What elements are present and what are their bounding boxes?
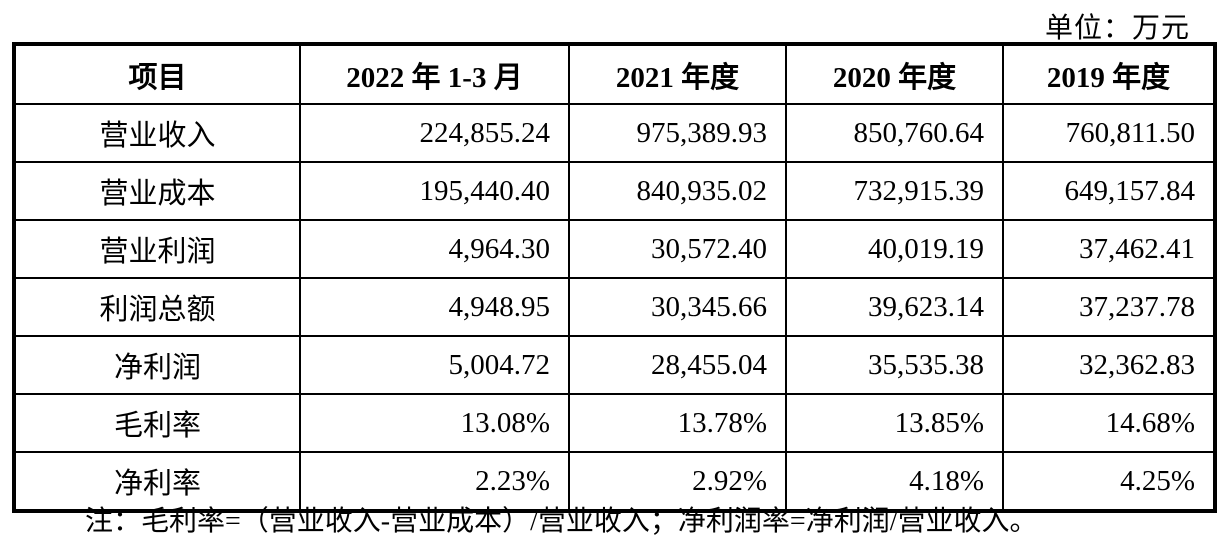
footnote: 注：毛利率=（营业收入-营业成本）/营业收入；净利润率=净利润/营业收入。 [85,506,1038,537]
table-row: 净利率 2.23% 2.92% 4.18% 4.25% [13,451,1216,512]
cell-value: 32,362.83 [1002,335,1216,395]
cell-value: 4,964.30 [299,219,570,279]
cell-value: 850,760.64 [785,103,1004,163]
column-header-2020: 2020 年度 [785,43,1004,105]
row-label: 营业收入 [13,103,301,163]
table-row: 营业收入 224,855.24 975,389.93 850,760.64 76… [13,103,1216,163]
cell-value: 975,389.93 [568,103,787,163]
cell-value: 37,462.41 [1002,219,1216,279]
row-label: 净利率 [13,451,301,512]
unit-label: 单位：万元 [1044,13,1190,44]
table-row: 营业利润 4,964.30 30,572.40 40,019.19 37,462… [13,219,1216,279]
row-label: 营业利润 [13,219,301,279]
cell-value: 30,345.66 [568,277,787,337]
cell-value: 649,157.84 [1002,161,1216,221]
table-row: 净利润 5,004.72 28,455.04 35,535.38 32,362.… [13,335,1216,395]
cell-value: 4.18% [785,451,1004,512]
table-row: 毛利率 13.08% 13.78% 13.85% 14.68% [13,393,1216,453]
cell-value: 37,237.78 [1002,277,1216,337]
table-row: 利润总额 4,948.95 30,345.66 39,623.14 37,237… [13,277,1216,337]
cell-value: 224,855.24 [299,103,570,163]
cell-value: 30,572.40 [568,219,787,279]
cell-value: 4,948.95 [299,277,570,337]
cell-value: 732,915.39 [785,161,1004,221]
cell-value: 5,004.72 [299,335,570,395]
cell-value: 35,535.38 [785,335,1004,395]
cell-value: 13.85% [785,393,1004,453]
column-header-item: 项目 [13,43,301,105]
table-header-row: 项目 2022 年 1-3 月 2021 年度 2020 年度 2019 年度 [13,43,1216,105]
column-header-2022q1: 2022 年 1-3 月 [299,43,570,105]
cell-value: 28,455.04 [568,335,787,395]
cell-value: 40,019.19 [785,219,1004,279]
row-label: 净利润 [13,335,301,395]
table-row: 营业成本 195,440.40 840,935.02 732,915.39 64… [13,161,1216,221]
cell-value: 13.78% [568,393,787,453]
row-label: 营业成本 [13,161,301,221]
cell-value: 39,623.14 [785,277,1004,337]
row-label: 利润总额 [13,277,301,337]
cell-value: 195,440.40 [299,161,570,221]
column-header-2019: 2019 年度 [1002,43,1216,105]
cell-value: 840,935.02 [568,161,787,221]
cell-value: 2.92% [568,451,787,512]
financial-summary-table: 项目 2022 年 1-3 月 2021 年度 2020 年度 2019 年度 … [12,42,1217,513]
column-header-2021: 2021 年度 [568,43,787,105]
cell-value: 760,811.50 [1002,103,1216,163]
row-label: 毛利率 [13,393,301,453]
cell-value: 4.25% [1002,451,1216,512]
cell-value: 14.68% [1002,393,1216,453]
cell-value: 2.23% [299,451,570,512]
cell-value: 13.08% [299,393,570,453]
